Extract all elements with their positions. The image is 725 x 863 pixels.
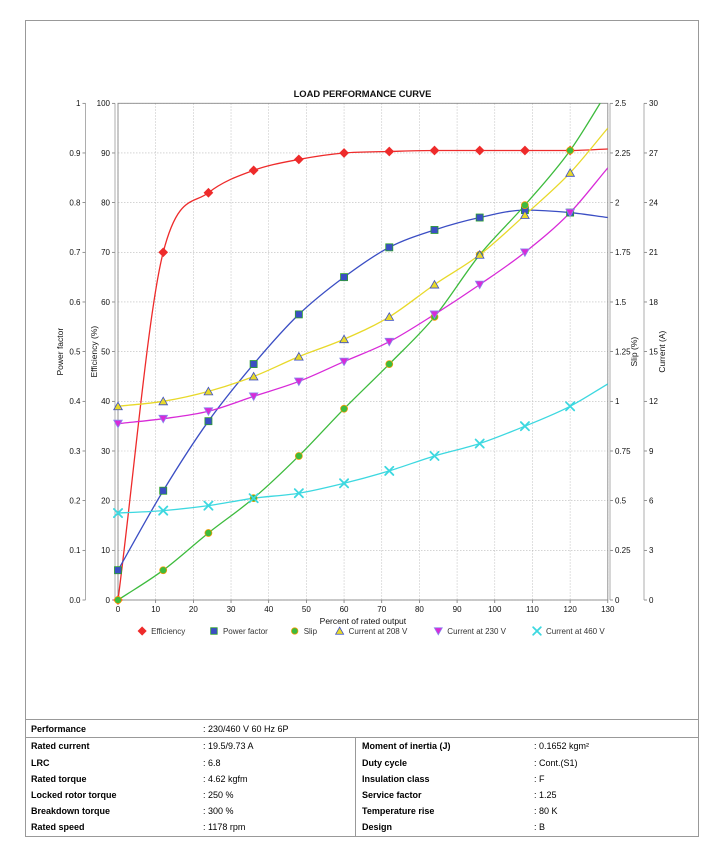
svg-text:130: 130 bbox=[601, 605, 615, 614]
svg-text:70: 70 bbox=[377, 605, 386, 614]
svg-text:0.4: 0.4 bbox=[69, 397, 81, 406]
svg-text:0: 0 bbox=[649, 596, 654, 605]
svg-text:12: 12 bbox=[649, 397, 658, 406]
svg-text:21: 21 bbox=[649, 248, 658, 257]
svg-text:60: 60 bbox=[340, 605, 349, 614]
svg-text:40: 40 bbox=[264, 605, 273, 614]
svg-text:10: 10 bbox=[151, 605, 160, 614]
svg-text:30: 30 bbox=[227, 605, 236, 614]
svg-text:0.5: 0.5 bbox=[615, 496, 627, 505]
svg-text:0.1: 0.1 bbox=[69, 546, 81, 555]
svg-text:100: 100 bbox=[97, 99, 111, 108]
svg-text:40: 40 bbox=[101, 397, 110, 406]
svg-text:Percent of rated output: Percent of rated output bbox=[320, 616, 407, 626]
svg-text:Power factor: Power factor bbox=[223, 627, 268, 636]
svg-text:30: 30 bbox=[101, 447, 110, 456]
svg-text:18: 18 bbox=[649, 298, 658, 307]
svg-text:110: 110 bbox=[526, 605, 539, 614]
svg-text:20: 20 bbox=[101, 496, 110, 505]
svg-text:70: 70 bbox=[101, 248, 110, 257]
svg-text:0: 0 bbox=[106, 596, 111, 605]
svg-text:Current at 230 V: Current at 230 V bbox=[447, 627, 506, 636]
svg-text:27: 27 bbox=[649, 149, 658, 158]
svg-text:0.25: 0.25 bbox=[615, 546, 631, 555]
svg-text:Efficiency: Efficiency bbox=[151, 627, 185, 636]
svg-text:0.9: 0.9 bbox=[69, 149, 81, 158]
svg-text:90: 90 bbox=[453, 605, 462, 614]
svg-text:50: 50 bbox=[302, 605, 311, 614]
svg-text:0.7: 0.7 bbox=[69, 248, 81, 257]
svg-text:100: 100 bbox=[488, 605, 502, 614]
svg-text:Current (A): Current (A) bbox=[657, 330, 667, 372]
svg-text:Slip: Slip bbox=[304, 627, 318, 636]
svg-text:0.8: 0.8 bbox=[69, 198, 81, 207]
svg-text:0.75: 0.75 bbox=[615, 447, 631, 456]
svg-text:9: 9 bbox=[649, 447, 654, 456]
svg-text:Power factor: Power factor bbox=[55, 328, 65, 376]
svg-text:0.2: 0.2 bbox=[69, 496, 81, 505]
svg-text:80: 80 bbox=[101, 198, 110, 207]
svg-text:0.3: 0.3 bbox=[69, 447, 81, 456]
svg-text:1: 1 bbox=[76, 99, 81, 108]
svg-text:Current at 208 V: Current at 208 V bbox=[349, 627, 408, 636]
svg-text:Current at 460 V: Current at 460 V bbox=[546, 627, 605, 636]
svg-text:90: 90 bbox=[101, 149, 110, 158]
svg-text:0: 0 bbox=[615, 596, 620, 605]
svg-text:LOAD PERFORMANCE CURVE: LOAD PERFORMANCE CURVE bbox=[294, 88, 432, 99]
svg-text:1.5: 1.5 bbox=[615, 298, 627, 307]
svg-text:24: 24 bbox=[649, 198, 658, 207]
svg-text:2.5: 2.5 bbox=[615, 99, 627, 108]
svg-text:10: 10 bbox=[101, 546, 110, 555]
svg-text:20: 20 bbox=[189, 605, 198, 614]
svg-text:0: 0 bbox=[116, 605, 121, 614]
svg-text:0.5: 0.5 bbox=[69, 347, 81, 356]
svg-text:0.6: 0.6 bbox=[69, 298, 81, 307]
svg-text:6: 6 bbox=[649, 496, 654, 505]
svg-text:80: 80 bbox=[415, 605, 424, 614]
svg-text:3: 3 bbox=[649, 546, 654, 555]
svg-text:30: 30 bbox=[649, 99, 658, 108]
svg-text:2.25: 2.25 bbox=[615, 149, 631, 158]
svg-text:1.75: 1.75 bbox=[615, 248, 631, 257]
svg-text:Efficiency (%): Efficiency (%) bbox=[89, 326, 99, 378]
svg-text:120: 120 bbox=[563, 605, 577, 614]
svg-text:2: 2 bbox=[615, 198, 620, 207]
svg-text:50: 50 bbox=[101, 347, 110, 356]
svg-text:Slip (%): Slip (%) bbox=[629, 337, 639, 367]
svg-text:1: 1 bbox=[615, 397, 620, 406]
svg-text:60: 60 bbox=[101, 298, 110, 307]
svg-text:0.0: 0.0 bbox=[69, 596, 81, 605]
